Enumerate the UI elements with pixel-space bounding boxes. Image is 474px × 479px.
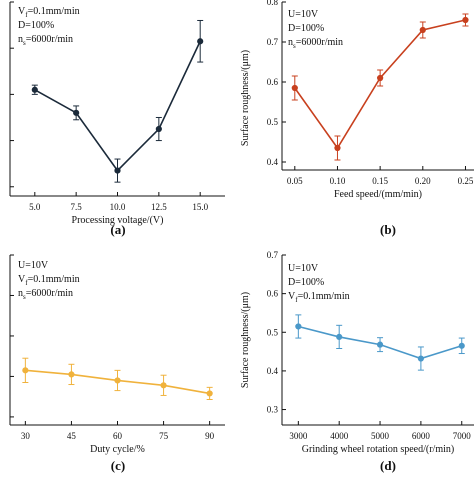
x-tick-label: 0.05 <box>287 176 303 186</box>
panel-label: (b) <box>380 222 396 237</box>
x-tick-label: 15.0 <box>192 202 208 212</box>
x-tick-label: 5000 <box>371 431 390 441</box>
x-tick-label: 6000 <box>412 431 431 441</box>
y-tick-label: 0.4 <box>267 366 279 376</box>
data-point <box>155 125 162 133</box>
x-tick-label: 45 <box>67 431 77 441</box>
y-axis-label: Surface roughness/(μm) <box>240 50 251 146</box>
condition-annotation: D=100% <box>18 20 54 31</box>
x-tick-label: 7000 <box>453 431 472 441</box>
chart-panel-d: 0.3 0.4 0.5 0.6 0.7 3000 4000 5000 6000 7000 Grind… <box>240 250 474 473</box>
x-axis-label: Duty cycle/% <box>90 444 145 455</box>
condition-annotation: U=10V <box>288 263 319 274</box>
panel-label: (d) <box>380 458 396 473</box>
data-point <box>197 38 204 45</box>
data-point <box>458 342 465 349</box>
data-point <box>206 390 213 397</box>
series-line <box>34 40 201 172</box>
x-tick-label: 0.20 <box>415 176 431 186</box>
y-tick-label: 0.7 <box>267 250 279 260</box>
x-tick-label: 3000 <box>289 431 308 441</box>
data-point <box>22 367 29 374</box>
data-point <box>462 16 469 24</box>
y-tick-label: 0.5 <box>267 327 279 337</box>
chart-panel-a: 5.0 7.5 10.0 12.5 15.0 Processing voltage/(V)… <box>9 1 225 237</box>
panel-label: (c) <box>111 458 125 473</box>
condition-annotation: U=10V <box>18 260 49 271</box>
condition-annotation: ns=6000r/min <box>18 34 73 47</box>
data-point <box>68 371 75 378</box>
y-tick-label: 0.6 <box>267 77 279 87</box>
x-tick-label: 10.0 <box>110 202 126 212</box>
chart-panel-b: 0.4 0.5 0.6 0.7 0.8 0.05 0.10 0.15 0.20 0.25 Feed … <box>240 0 474 237</box>
y-tick-label: 0.5 <box>267 117 279 127</box>
x-tick-label: 75 <box>159 431 169 441</box>
condition-annotation: D=100% <box>288 23 324 34</box>
y-tick-label: 0.3 <box>267 405 279 415</box>
data-point <box>336 333 343 341</box>
condition-annotation: ns=6000r/min <box>18 288 73 301</box>
condition-annotation: Vf=0.1mm/min <box>288 291 350 304</box>
data-point <box>291 84 298 92</box>
data-point <box>160 382 167 389</box>
x-tick-label: 30 <box>21 431 31 441</box>
condition-annotation: U=10V <box>288 9 319 20</box>
y-tick-label: 0.8 <box>267 0 279 7</box>
condition-annotation: ns=6000r/min <box>288 37 343 50</box>
x-tick-label: 4000 <box>330 431 349 441</box>
x-tick-label: 0.15 <box>372 176 388 186</box>
condition-annotation: Vf=0.1mm/min <box>18 274 80 287</box>
x-axis-label: Processing voltage/(V) <box>72 215 164 226</box>
x-tick-label: 12.5 <box>151 202 167 212</box>
data-point <box>419 26 426 34</box>
x-axis-label: Feed speed/(mm/min) <box>334 189 422 200</box>
data-point <box>114 377 121 384</box>
condition-annotation: Vf=0.1mm/min <box>18 6 80 19</box>
condition-annotation: D=100% <box>288 277 324 288</box>
x-tick-label: 90 <box>205 431 215 441</box>
x-tick-label: 5.0 <box>29 202 41 212</box>
data-point <box>31 86 38 93</box>
x-tick-label: 60 <box>113 431 123 441</box>
x-axis-label: Grinding wheel rotation speed/(r/min) <box>302 444 454 455</box>
data-point <box>73 109 80 116</box>
x-tick-label: 0.10 <box>330 176 346 186</box>
y-axis-label: Surface roughness/(μm) <box>240 292 251 388</box>
data-point <box>114 167 121 174</box>
data-point <box>376 341 384 348</box>
y-tick-label: 0.6 <box>267 289 279 299</box>
chart-panel-c: 30 45 60 75 90 Duty cycle/% U=10V Vf=0.1mm/minn… <box>9 254 225 473</box>
x-tick-label: 7.5 <box>71 202 83 212</box>
panel-label: (a) <box>110 222 125 237</box>
data-point <box>417 355 424 362</box>
x-tick-label: 0.25 <box>458 176 474 186</box>
data-point <box>377 74 384 82</box>
data-point <box>334 144 341 152</box>
y-tick-label: 0.7 <box>267 37 279 47</box>
y-tick-label: 0.4 <box>267 157 279 167</box>
data-point <box>295 323 302 330</box>
